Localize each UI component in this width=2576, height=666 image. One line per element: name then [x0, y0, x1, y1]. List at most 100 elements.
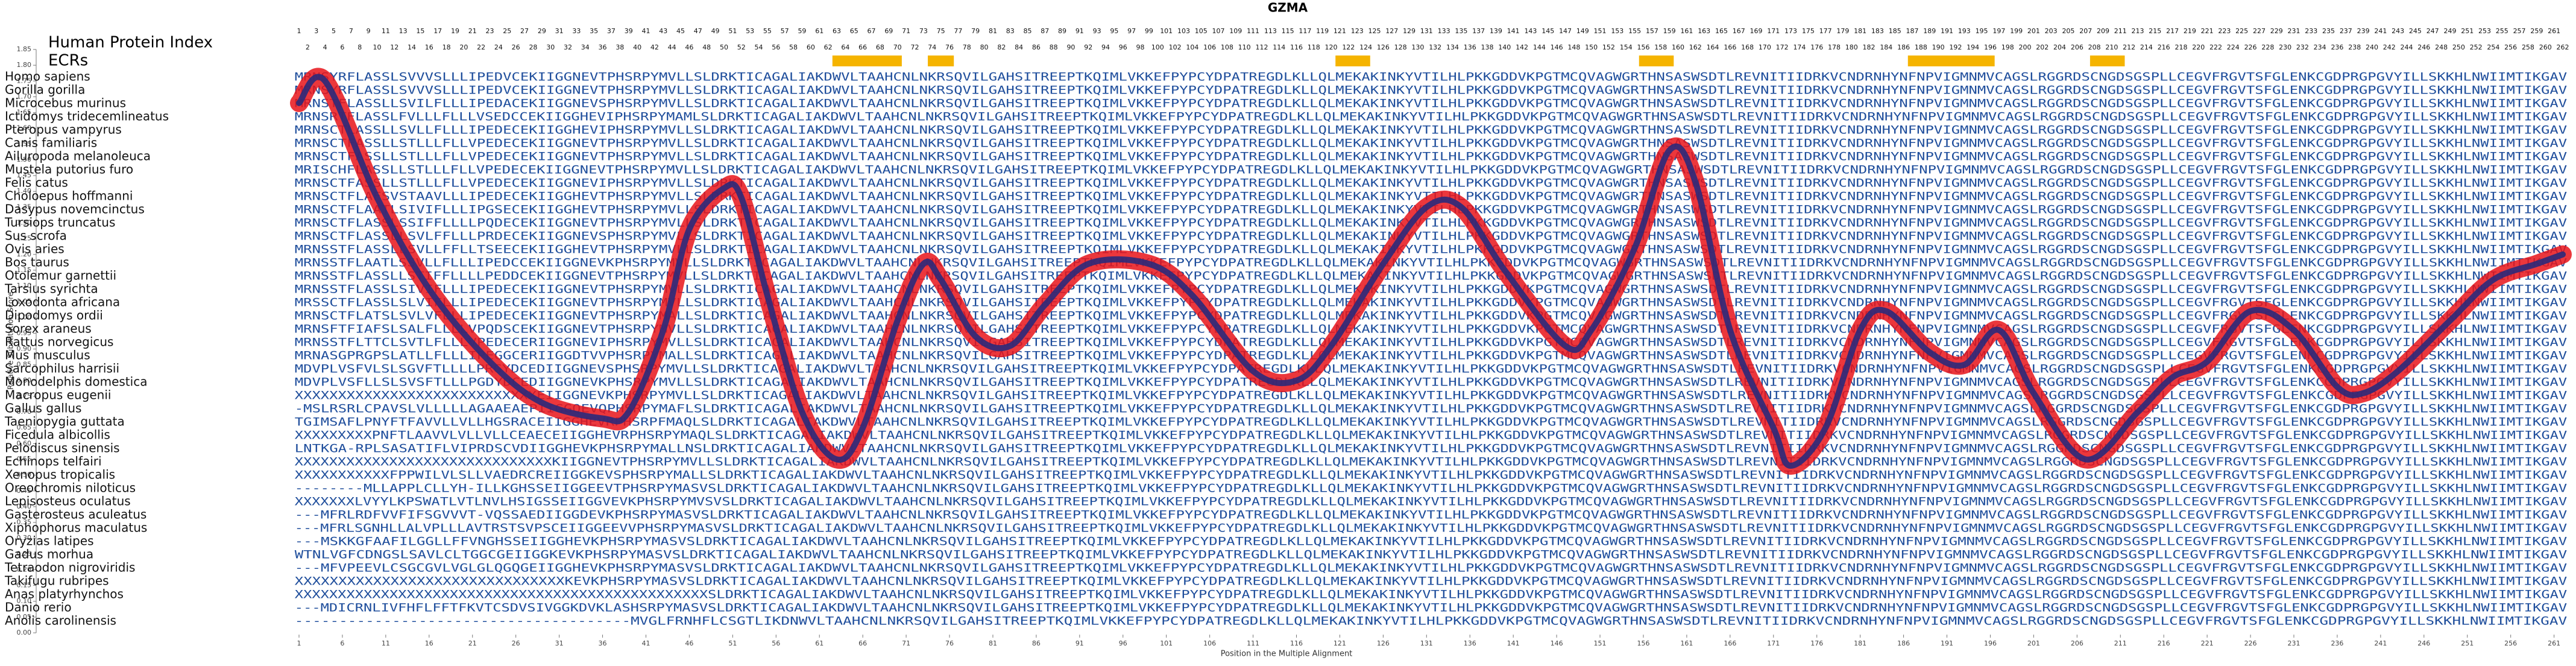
x-tick-label: 201: [2027, 639, 2040, 647]
x-tick-label: 221: [2201, 639, 2214, 647]
index-number: 140: [1498, 43, 1511, 51]
index-number: 221: [2201, 27, 2214, 35]
index-number: 91: [1075, 27, 1084, 35]
x-tick-label: 6: [340, 639, 344, 647]
score-line-inner: [296, 74, 2566, 469]
index-label: Human Protein Index: [48, 34, 213, 52]
index-number: 255: [2496, 27, 2508, 35]
x-tick-label: 236: [2331, 639, 2343, 647]
index-number: 175: [1802, 27, 1815, 35]
index-number: 193: [1958, 27, 1971, 35]
index-number: 30: [546, 43, 555, 51]
x-tick-label: 31: [555, 639, 564, 647]
index-number: 105: [1195, 27, 1208, 35]
sequence: XXXXXXXXXPNFTLAAVVLVLLVLLCEAECEIIGGHEVRP…: [295, 429, 2567, 442]
index-number: 238: [2348, 43, 2361, 51]
index-number: 177: [1819, 27, 1832, 35]
species-name: Anolis carolinensis: [5, 614, 116, 628]
index-number: 206: [2071, 43, 2083, 51]
index-number: 112: [1255, 43, 1268, 51]
index-number: 131: [1420, 27, 1433, 35]
x-tick-label: 126: [1377, 639, 1390, 647]
index-number: 180: [1845, 43, 1858, 51]
y-tick-label: 0.40: [17, 503, 32, 510]
index-number: 88: [1050, 43, 1058, 51]
index-number: 92: [1084, 43, 1092, 51]
index-number: 235: [2322, 27, 2335, 35]
index-number: 243: [2392, 27, 2404, 35]
index-number: 256: [2504, 43, 2517, 51]
index-number: 111: [1247, 27, 1259, 35]
index-number: 146: [1551, 43, 1563, 51]
species-name: Monodelphis domestica: [5, 375, 147, 389]
y-tick-label: 1.20: [17, 250, 32, 258]
index-number: 125: [1368, 27, 1381, 35]
index-number: 9: [367, 27, 371, 35]
index-number: 62: [824, 43, 833, 51]
index-number: 166: [1724, 43, 1736, 51]
index-number: 137: [1472, 27, 1485, 35]
index-number: 85: [1024, 27, 1032, 35]
sequence: XXXXXXXLVYYLKPSWATLVTLNVLHSIGSSEIIGGVEVK…: [295, 495, 2567, 509]
y-tick-label: 0.30: [17, 534, 32, 542]
index-number: 5: [332, 27, 336, 35]
index-number: 138: [1481, 43, 1494, 51]
x-tick-label: 41: [641, 639, 650, 647]
y-tick-label: 1.25: [17, 235, 32, 243]
species-name: Sarcophilus harrisii: [5, 361, 119, 376]
index-number: 227: [2253, 27, 2266, 35]
y-tick-label: 0.10: [17, 597, 32, 605]
index-number: 156: [1637, 43, 1649, 51]
index-number: 58: [789, 43, 798, 51]
index-number: 40: [633, 43, 641, 51]
index-number: 173: [1784, 27, 1797, 35]
x-tick-label: 21: [468, 639, 477, 647]
sequence: MRNSSTFLASSLLSTIFFLLLLPEDDCEKIIGGNEVTPHS…: [295, 270, 2567, 283]
index-number: 219: [2184, 27, 2196, 35]
x-tick-label: 241: [2374, 639, 2387, 647]
index-number: 90: [1066, 43, 1075, 51]
ecr-bar: [1335, 56, 1370, 66]
x-tick-label: 1: [297, 639, 301, 647]
sequence: --------MLLAPPLCLLYH-ILLKGHSSEIIGGEEVTPH…: [295, 482, 2567, 495]
index-number: 78: [963, 43, 971, 51]
species-name: Ictidomys tridecemlineatus: [5, 109, 169, 124]
index-number: 21: [468, 27, 477, 35]
sequence: XXXXXXXXXXXXXXXXXXXXXXXXXXXXXXXKEVKPHSRP…: [295, 575, 2567, 588]
ecr-bar: [928, 56, 954, 66]
index-number: 8: [357, 43, 362, 51]
index-number: 231: [2288, 27, 2300, 35]
x-axis-label: Position in the Multiple Alignment: [1221, 650, 1353, 659]
index-number: 214: [2140, 43, 2153, 51]
x-tick-label: 16: [425, 639, 433, 647]
index-number: 215: [2149, 27, 2161, 35]
index-number: 232: [2296, 43, 2309, 51]
index-number: 253: [2478, 27, 2491, 35]
species-name: Gasterosteus aculeatus: [5, 507, 146, 522]
x-tick-label: 161: [1680, 639, 1693, 647]
x-tick-label: 196: [1984, 639, 1997, 647]
y-tick-label: 1.75: [17, 77, 32, 84]
sequence: XXXXXXXXXXXXXXXXXXXXXXXXXXXXXXXXXXXXXXXX…: [295, 588, 2567, 601]
index-number: 126: [1377, 43, 1390, 51]
index-number: 3: [314, 27, 318, 35]
index-number: 194: [1967, 43, 1979, 51]
y-tick-label: 0.80: [17, 376, 32, 384]
index-number: 57: [781, 27, 789, 35]
index-number: 226: [2244, 43, 2257, 51]
x-tick-label: 11: [382, 639, 390, 647]
index-number: 190: [1932, 43, 1945, 51]
x-tick-label: 131: [1420, 639, 1433, 647]
index-number: 81: [989, 27, 997, 35]
y-tick-label: 1.85: [17, 45, 32, 53]
species-name: Homo sapiens: [5, 69, 90, 84]
y-tick-label: 0.70: [17, 408, 32, 416]
index-number: 241: [2374, 27, 2387, 35]
index-number: 222: [2209, 43, 2222, 51]
index-number: 185: [1889, 27, 1901, 35]
index-number: 53: [746, 27, 754, 35]
index-number: 157: [1646, 27, 1658, 35]
sequence: MRNSCTFLATSLSVLVFLLLIPEDECEKIIGGNEVTPHSR…: [295, 309, 2567, 323]
index-number: 2: [306, 43, 310, 51]
y-tick-label: 0.85: [17, 361, 32, 369]
